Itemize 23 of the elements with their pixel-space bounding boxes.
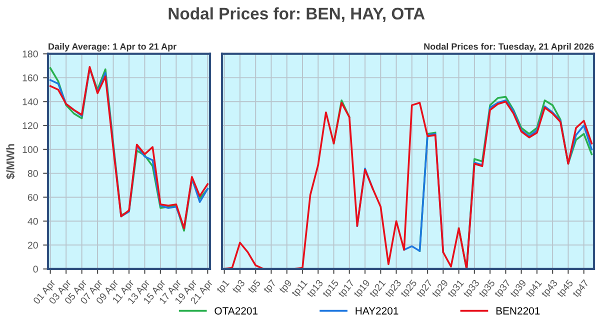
y-tick-label: 40 bbox=[28, 218, 38, 225]
y-tick-label: 140 bbox=[22, 98, 38, 106]
y-tick-label: 160 bbox=[22, 74, 38, 82]
x-tick-label: tp21 bbox=[368, 279, 388, 299]
chart-title: Daily Average: 1 Apr to 21 Apr bbox=[48, 43, 176, 52]
y-axis-title: $/MWh bbox=[6, 144, 16, 180]
y-tick-label: 80 bbox=[28, 170, 38, 177]
y-tick-label: 100 bbox=[22, 146, 38, 154]
legend-label: OTA2201 bbox=[214, 307, 258, 315]
x-tick-label: tp7 bbox=[262, 279, 278, 295]
y-tick-label: 180 bbox=[22, 50, 38, 58]
chart-subtitle: Nodal Prices for: Tuesday, 21 April 2026 bbox=[424, 43, 594, 52]
legend-label: HAY2201 bbox=[356, 307, 398, 315]
y-tick-label: 0 bbox=[33, 266, 38, 273]
legend-label: BEN2201 bbox=[496, 307, 540, 315]
y-tick-label: 60 bbox=[28, 194, 38, 201]
y-tick-label: 20 bbox=[28, 242, 38, 249]
x-tick-label: tp5 bbox=[247, 279, 262, 295]
chart-title: Nodal Prices for: BEN, HAY, OTA bbox=[168, 7, 425, 22]
y-tick-label: 120 bbox=[22, 122, 38, 130]
x-tick-label: tp3 bbox=[232, 279, 247, 295]
x-tick-label: tp1 bbox=[216, 279, 231, 295]
x-tick-label: tp31 bbox=[446, 279, 466, 299]
